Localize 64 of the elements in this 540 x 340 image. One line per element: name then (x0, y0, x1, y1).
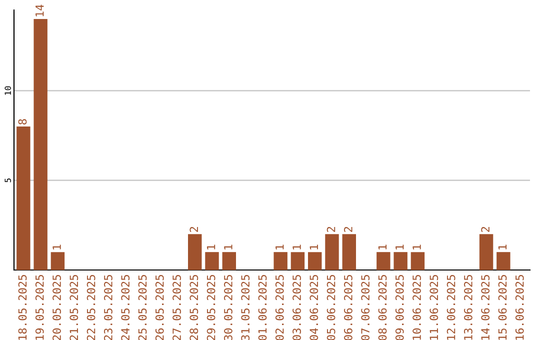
data-label: 8 (18, 119, 27, 124)
bar (16, 126, 30, 270)
data-label: 1 (206, 244, 216, 250)
bar (308, 252, 322, 270)
bar (188, 234, 202, 270)
x-tick-label: 26.05.2025 (155, 275, 164, 340)
x-tick-label: 20.05.2025 (52, 275, 61, 340)
bar (222, 252, 236, 270)
data-label: 1 (412, 244, 421, 250)
data-label: 1 (292, 244, 301, 250)
x-tick-label: 28.05.2025 (190, 275, 198, 340)
data-label: 2 (481, 227, 490, 232)
x-tick-label: 22.05.2025 (86, 275, 96, 340)
bar (496, 252, 510, 270)
data-label: 1 (378, 244, 387, 250)
data-label: 1 (276, 244, 284, 250)
data-label: 1 (224, 244, 232, 250)
data-label: 14 (36, 4, 44, 16)
data-label: 1 (310, 244, 318, 250)
x-tick-label: 19.05.2025 (35, 275, 44, 340)
bar (376, 252, 390, 270)
data-label: 2 (190, 227, 198, 232)
data-label: 1 (396, 244, 404, 250)
x-tick-label: 02.06.2025 (275, 275, 284, 340)
data-label: 2 (344, 227, 352, 232)
bar (50, 252, 65, 270)
data-label: 1 (52, 244, 61, 250)
bar (325, 234, 339, 270)
bar (34, 18, 48, 270)
x-tick-label: 08.06.2025 (378, 275, 387, 340)
x-tick-label: 10.06.2025 (412, 275, 421, 340)
x-tick-label: 11.06.2025 (430, 275, 438, 340)
x-tick-label: 29.05.2025 (206, 275, 216, 340)
bar (342, 234, 356, 270)
x-tick-label: 15.06.2025 (498, 275, 507, 340)
x-tick-label: 25.05.2025 (138, 275, 147, 340)
x-tick-label: 23.05.2025 (104, 275, 112, 340)
bar (274, 252, 288, 270)
x-tick-label: 24.05.2025 (121, 275, 130, 340)
x-tick-label: 12.06.2025 (446, 275, 456, 340)
bar (394, 252, 408, 270)
x-tick-label: 14.06.2025 (481, 275, 490, 340)
x-tick-label: 18.05.2025 (18, 275, 27, 340)
x-tick-label: 05.06.2025 (326, 275, 336, 340)
x-tick-label: 27.05.2025 (172, 275, 181, 340)
x-tick-label: 06.06.2025 (344, 275, 352, 340)
bar (479, 234, 494, 270)
bar (205, 252, 219, 270)
x-tick-label: 07.06.2025 (361, 275, 370, 340)
x-tick-label: 16.06.2025 (515, 275, 524, 340)
bar (290, 252, 305, 270)
x-tick-label: 21.05.2025 (70, 275, 78, 340)
x-tick-label: 13.06.2025 (464, 275, 472, 340)
y-tick-label: 5 (4, 178, 11, 182)
bar (410, 252, 425, 270)
x-tick-label: 09.06.2025 (395, 275, 404, 340)
x-tick-label: 30.05.2025 (224, 275, 232, 340)
x-tick-label: 01.06.2025 (258, 275, 267, 340)
x-tick-label: 31.05.2025 (241, 275, 250, 340)
y-tick-label: 10 (4, 86, 11, 95)
data-label: 2 (326, 227, 336, 232)
data-label: 1 (498, 244, 507, 250)
x-tick-label: 03.06.2025 (292, 275, 301, 340)
x-tick-label: 04.06.2025 (310, 275, 318, 340)
